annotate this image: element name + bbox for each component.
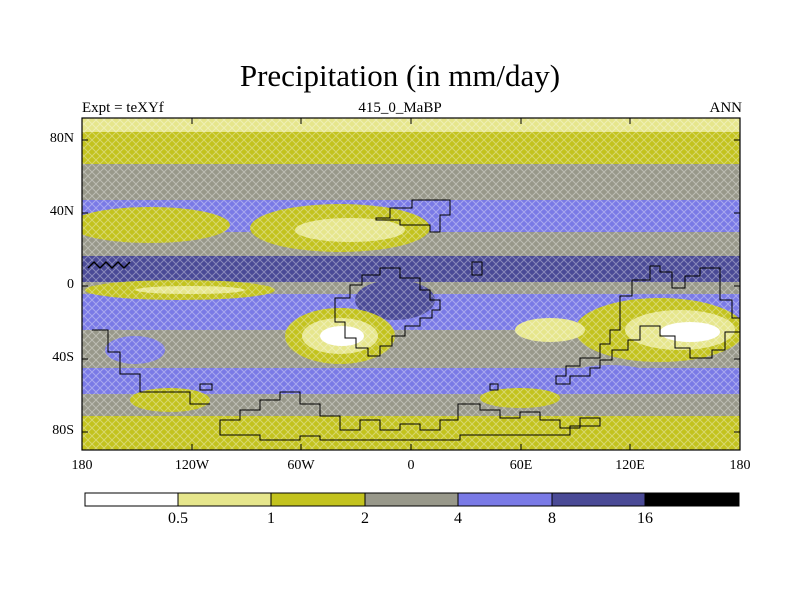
- lon-label-60e: 60E: [509, 458, 533, 473]
- lat-label-40s: 40S: [52, 350, 74, 365]
- hatch-overlay: [82, 118, 740, 450]
- colorbar-bin-6: [645, 493, 739, 506]
- colorbar-bin-3: [365, 493, 458, 506]
- lon-label-120w: 120W: [174, 458, 210, 473]
- colorbar-label-8: 8: [548, 510, 556, 527]
- precipitation-field: [82, 118, 740, 450]
- colorbar-label-16: 16: [637, 510, 653, 527]
- colorbar-label-4: 4: [454, 510, 462, 527]
- coast-north-block: [375, 199, 451, 233]
- colorbar-label-2: 2: [361, 510, 369, 527]
- lat-label-80s: 80S: [52, 423, 74, 438]
- colorbar-bin-0: [85, 493, 178, 506]
- lat-label-40n: 40N: [49, 204, 74, 219]
- colorbar-label-0-5: 0.5: [168, 510, 188, 527]
- colorbar-label-1: 1: [267, 510, 275, 527]
- coast-east-continent: [555, 265, 741, 385]
- experiment-label: Expt = teXYf: [82, 100, 164, 116]
- lat-label-80n: 80N: [49, 131, 74, 146]
- coastlines: [92, 199, 741, 441]
- coast-jagged-line: [87, 260, 131, 270]
- coast-antarctica: [219, 391, 601, 441]
- coast-small-island-3: [489, 383, 499, 391]
- map-title: Precipitation (in mm/day): [239, 58, 561, 93]
- lon-label-120e: 120E: [615, 458, 645, 473]
- coast-small-island-2: [199, 383, 213, 391]
- axis-ticks: [81, 118, 741, 450]
- season-label: ANN: [709, 100, 743, 116]
- colorbar-bin-2: [271, 493, 365, 506]
- lon-label-0: 0: [407, 458, 415, 473]
- lon-label-180w: 180: [71, 458, 93, 473]
- colorbar-bin-1: [178, 493, 271, 506]
- coast-west-outline: [92, 329, 210, 405]
- colorbar-frame: [84, 492, 740, 507]
- lon-label-60w: 60W: [287, 458, 315, 473]
- lat-label-0: 0: [67, 277, 74, 292]
- colorbar: [84, 492, 740, 507]
- coast-south-continent: [334, 267, 441, 357]
- lon-label-180e: 180: [729, 458, 751, 473]
- coast-small-island: [471, 261, 483, 276]
- colorbar-bin-4: [458, 493, 552, 506]
- time-label: 415_0_MaBP: [358, 100, 442, 116]
- colorbar-bin-5: [552, 493, 645, 506]
